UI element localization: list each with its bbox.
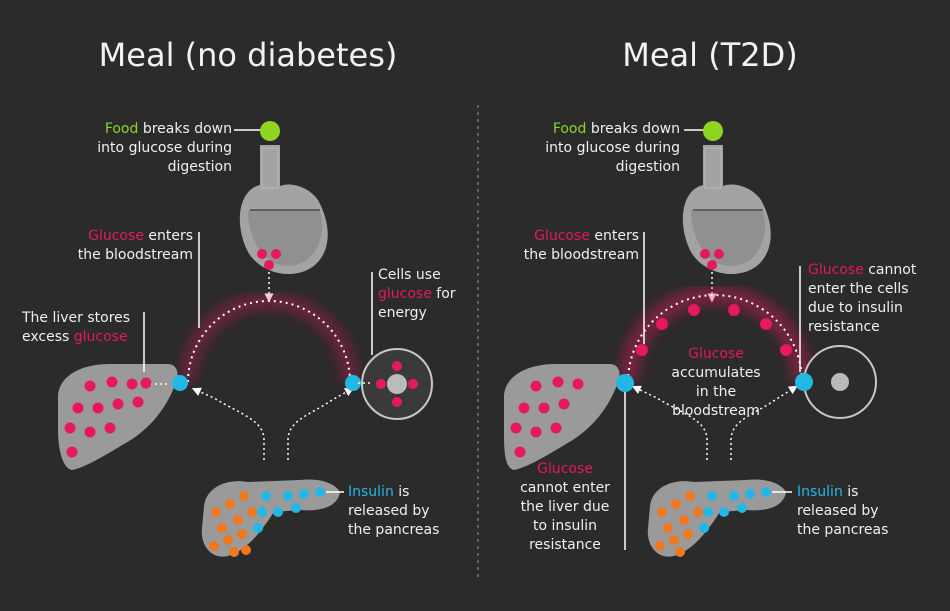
glucose-word: Glucose [88, 228, 144, 244]
food-line2: into glucose during [97, 140, 232, 156]
liver-line3-t2d: the liver due [520, 499, 610, 515]
pancreas-icon-t2d [647, 479, 786, 557]
right-glucose-enters-label: Glucose enters the bloodstream [486, 227, 639, 265]
cells-glucose-word: glucose [378, 286, 432, 302]
cells-glucose-word-t2d: Glucose [808, 262, 864, 278]
right-insulin-label: Insulin is released by the pancreas [797, 483, 927, 540]
liver-glucose-word: glucose [73, 329, 128, 345]
food-dot-t2d [703, 121, 723, 141]
food-dot [260, 121, 280, 141]
left-food-label: Food breaks down into glucose during dig… [62, 120, 232, 177]
pancreas-icon [201, 479, 340, 557]
cells-rest-t2d: cannot [863, 262, 917, 278]
liver-line4-t2d: to insulin [532, 518, 598, 534]
right-cells-label: Glucose cannot enter the cells due to in… [808, 261, 938, 337]
food-line3-t2d: digestion [615, 159, 680, 175]
left-glucose-enters-label: Glucose enters the bloodstream [40, 227, 193, 265]
food-rest: breaks down [138, 121, 232, 137]
stomach-icon [239, 145, 328, 275]
right-panel-graphics [504, 121, 877, 557]
cell-icon-t2d [803, 345, 877, 419]
liver-line2-t2d: cannot enter [520, 480, 610, 496]
right-liver-label: Glucose cannot enter the liver due to in… [510, 460, 620, 555]
left-cells-label: Cells use glucose for energy [378, 266, 478, 323]
glucose-word-t2d: Glucose [534, 228, 590, 244]
insulin-rest: is [393, 484, 410, 500]
food-rest-t2d: breaks down [586, 121, 680, 137]
accum-line3: in the [695, 384, 737, 400]
cells-line1: Cells use [378, 267, 441, 283]
liver-prefix: excess [22, 329, 74, 345]
cells-line3: energy [378, 305, 427, 321]
left-title: Meal (no diabetes) [98, 36, 398, 74]
insulin-line3-t2d: the pancreas [797, 522, 889, 538]
stomach-icon-t2d [682, 145, 771, 275]
cells-rest: for [431, 286, 456, 302]
right-food-label: Food breaks down into glucose during dig… [510, 120, 680, 177]
cell-insulin-receptor-t2d [795, 373, 813, 391]
cells-line3-t2d: due to insulin [808, 300, 903, 316]
food-word-t2d: Food [552, 121, 587, 137]
bloodstream-arc [187, 300, 351, 383]
insulin-word-t2d: Insulin [797, 484, 843, 500]
insulin-rest-t2d: is [842, 484, 859, 500]
accum-line2: accumulates [671, 365, 761, 381]
liver-insulin-receptor [172, 375, 188, 391]
insulin-line3: the pancreas [348, 522, 440, 538]
cell-insulin-receptor [345, 375, 361, 391]
insulin-word: Insulin [348, 484, 394, 500]
food-line2-t2d: into glucose during [545, 140, 680, 156]
cells-line4-t2d: resistance [808, 319, 880, 335]
food-line3: digestion [167, 159, 232, 175]
food-word: Food [104, 121, 139, 137]
cells-line2-t2d: enter the cells [808, 281, 909, 297]
accum-glucose-word: Glucose [688, 346, 744, 362]
liver-glucose-word-t2d: Glucose [537, 461, 593, 477]
right-title: Meal (T2D) [622, 36, 798, 74]
cell-icon [361, 348, 433, 420]
right-accumulates-label: Glucose accumulates in the bloodstream [656, 345, 776, 421]
left-panel-graphics [58, 121, 433, 557]
insulin-line2: released by [348, 503, 430, 519]
liver-icon [58, 364, 178, 470]
insulin-line2-t2d: released by [797, 503, 879, 519]
enters-line2-t2d: the bloodstream [523, 247, 639, 263]
liver-icon-t2d [504, 364, 620, 470]
accum-line4: bloodstream [672, 403, 760, 419]
liver-insulin-receptor-t2d [616, 374, 634, 392]
left-insulin-label: Insulin is released by the pancreas [348, 483, 468, 540]
enters-rest: enters [143, 228, 193, 244]
enters-line2: the bloodstream [77, 247, 193, 263]
liver-line5-t2d: resistance [529, 537, 601, 553]
liver-line1: The liver stores [22, 310, 131, 326]
left-liver-label: The liver stores excess glucose [22, 309, 142, 347]
enters-rest-t2d: enters [589, 228, 639, 244]
